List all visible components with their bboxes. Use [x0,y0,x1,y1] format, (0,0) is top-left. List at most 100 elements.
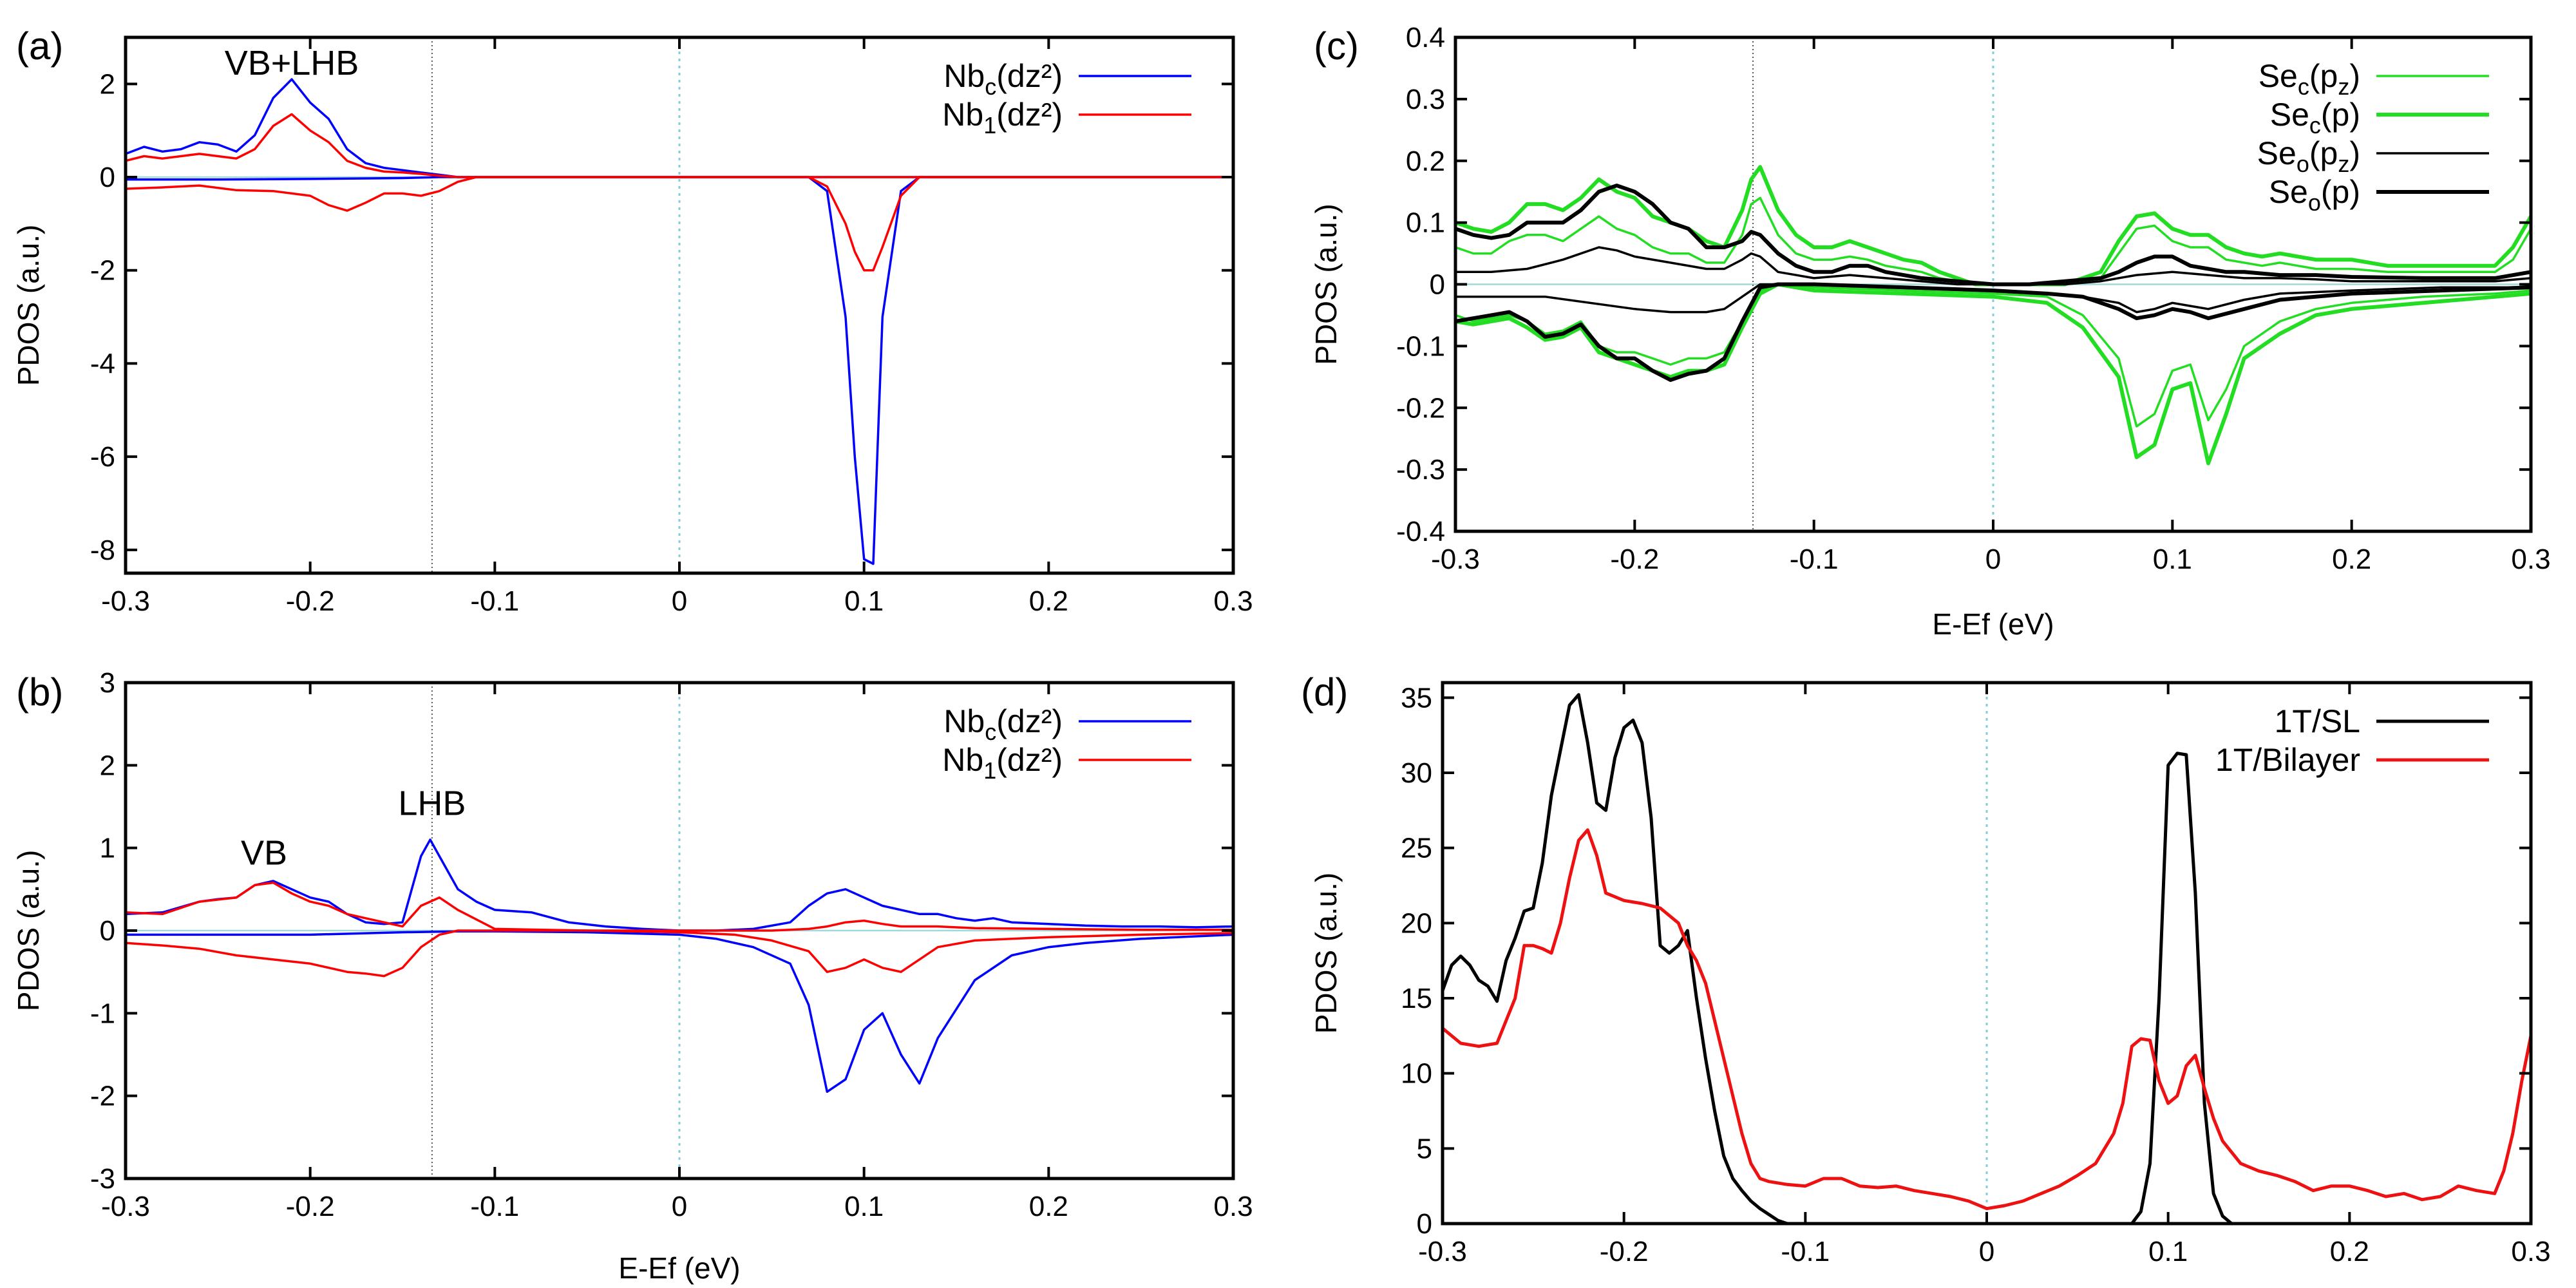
y-tick-label: -2 [90,255,115,287]
x-tick-label: -0.3 [101,585,150,617]
x-tick-label: 0.2 [1029,585,1068,617]
y-tick-label: 0 [100,162,115,193]
x-tick-label: 0.2 [2330,1236,2369,1267]
legend-label: Nbc(dz²) [943,58,1063,100]
y-tick-label: 2 [100,68,115,100]
panel-label: (b) [16,670,63,714]
legend-label: 1T/Bilayer [2215,742,2360,778]
legend-label: Seo(p) [2269,174,2360,216]
legend-label: 1T/SL [2275,703,2360,739]
series-line-2 [125,881,1233,932]
x-tick-label: 0.3 [1213,585,1253,617]
peak-annotation: VB [241,833,287,872]
y-tick-label: 0 [1417,1208,1432,1240]
y-axis-title: PDOS (a.u.) [1309,873,1343,1034]
x-axis-title: E-Ef (eV) [618,1251,740,1285]
x-tick-label: 0.1 [844,1191,884,1222]
y-tick-label: 20 [1401,907,1432,939]
x-tick-label: -0.1 [1790,544,1839,575]
y-tick-label: 30 [1401,757,1432,789]
x-tick-label: -0.2 [1600,1236,1649,1267]
y-tick-label: 15 [1401,983,1432,1014]
y-tick-label: -0.3 [1396,454,1445,486]
y-tick-label: -6 [90,441,115,473]
y-tick-label: 35 [1401,682,1432,714]
x-tick-label: 0.3 [1213,1191,1253,1222]
x-tick-label: 0.1 [2148,1236,2188,1267]
x-tick-label: -0.2 [1610,544,1659,575]
y-axis-title: PDOS (a.u.) [12,225,45,386]
series-line-7 [1455,282,2532,383]
series-line-1 [1455,165,2533,287]
y-tick-label: -3 [90,1163,115,1195]
peak-annotation: VB+LHB [225,44,359,82]
series-line-3 [125,929,1234,978]
legend-label: Nbc(dz²) [943,703,1063,745]
x-tick-label: -0.2 [286,585,335,617]
y-tick-label: 0 [1430,269,1445,301]
panel-d: -0.3 -0.2 -0.1 0 0.1 0.2 0.3 35 30 25 20 15 10 5 0 (d) P… [1301,670,2551,1267]
x-tick-label: -0.2 [286,1191,335,1222]
series-line-2 [1455,246,2532,286]
x-tick-label: 0.2 [1029,1191,1068,1222]
x-tick-label: 0 [672,585,687,617]
x-tick-label: 0 [1985,544,2001,575]
y-tick-label: -0.4 [1396,516,1445,547]
legend-label: Nb1(dz²) [942,742,1063,784]
x-axis-title: E-Ef (eV) [1932,607,2054,641]
legend-label: Nb1(dz²) [942,97,1063,138]
series-line-3 [125,176,1233,212]
series-line-0 [1455,196,2532,286]
x-tick-label: 0.3 [2511,544,2550,575]
y-tick-label: 10 [1401,1058,1432,1090]
y-tick-label: 25 [1401,833,1432,864]
y-tick-label: 0.3 [1406,84,1445,115]
y-tick-label: -0.1 [1396,330,1445,362]
y-tick-label: 0.1 [1406,207,1445,239]
panel-label: (d) [1301,670,1348,714]
y-tick-label: -0.2 [1396,392,1445,424]
panel-label: (a) [16,24,63,68]
y-tick-label: 1 [100,833,115,864]
x-tick-label: -0.1 [1781,1236,1830,1267]
y-tick-label: 0.2 [1406,146,1445,177]
peak-annotation: LHB [398,784,466,822]
x-tick-label: -0.1 [470,585,519,617]
y-axis-title: PDOS (a.u.) [1309,204,1343,365]
legend-label: Seo(pz) [2257,135,2360,177]
series-line-0 [125,78,1233,565]
y-axis-title: PDOS (a.u.) [12,850,45,1012]
x-tick-label: -0.3 [1418,1236,1467,1267]
series-line-0 [125,838,1234,932]
x-tick-label: -0.1 [470,1191,519,1222]
x-tick-label: 0.1 [2153,544,2192,575]
panel-b: -0.3 -0.2 -0.1 0 0.1 0.2 0.3 3 2 1 0 -1 -2 -3 (b) PDOS … [12,667,1253,1285]
x-tick-label: -0.3 [101,1191,150,1222]
x-tick-label: 0 [1979,1236,1994,1267]
series-line-0 [1441,693,2241,1226]
y-tick-label: 2 [100,750,115,781]
y-tick-label: 0.4 [1406,22,1445,53]
y-tick-label: 3 [100,667,115,699]
series-line-1 [1441,828,2533,1211]
y-tick-label: -8 [90,535,115,566]
x-tick-label: 0.3 [2511,1236,2550,1267]
panel-a: -0.3 -0.2 -0.1 0 0.1 0.2 0.3 2 0 -2 -4 -6 -8 (a) PDOS … [12,24,1253,617]
y-tick-label: -1 [90,998,115,1029]
panel-label: (c) [1314,24,1359,68]
y-tick-label: -4 [90,348,115,379]
legend-label: Sec(pz) [2259,58,2360,100]
y-tick-label: -2 [90,1081,115,1112]
x-tick-label: 0 [672,1191,687,1222]
x-tick-label: 0.1 [844,585,884,617]
x-tick-label: 0.2 [2332,544,2371,575]
series-line-3 [1455,184,2532,287]
series-line-2 [125,113,1233,272]
y-tick-label: 5 [1417,1133,1432,1164]
legend-label: Sec(p) [2270,97,2360,138]
series-line-5 [1455,282,2532,466]
panel-c: -0.3 -0.2 -0.1 0 0.1 0.2 0.3 0.4 0.3 0.2 0.1 0 -0.1 -… [1309,22,2551,641]
x-tick-label: -0.3 [1431,544,1480,575]
y-tick-label: 0 [100,915,115,947]
